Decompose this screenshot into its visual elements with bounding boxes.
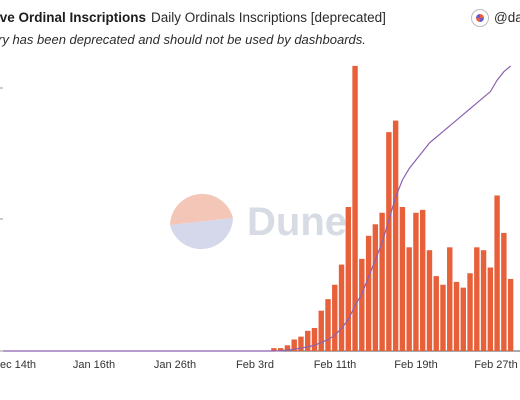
bar[interactable] bbox=[426, 250, 433, 351]
y-tick-marks bbox=[0, 87, 3, 352]
bar[interactable] bbox=[352, 65, 358, 351]
watermark-logo-orange bbox=[170, 193, 233, 225]
bar[interactable] bbox=[447, 247, 453, 351]
bar[interactable] bbox=[460, 287, 466, 351]
bar[interactable] bbox=[359, 258, 365, 351]
bar[interactable] bbox=[332, 284, 338, 351]
user-handle[interactable]: @da bbox=[494, 10, 520, 25]
bar[interactable] bbox=[487, 267, 494, 351]
chart-description: ry has been deprecated and should not be… bbox=[0, 32, 366, 47]
bar[interactable] bbox=[467, 273, 473, 351]
bar[interactable] bbox=[501, 232, 507, 351]
bar[interactable] bbox=[494, 195, 500, 351]
bar[interactable] bbox=[345, 207, 352, 351]
bar[interactable] bbox=[507, 279, 514, 351]
bar[interactable] bbox=[271, 348, 277, 351]
bar[interactable] bbox=[440, 284, 446, 351]
cumulative-line bbox=[3, 65, 512, 352]
bar-series bbox=[271, 65, 514, 351]
x-tick-label: Feb 3rd bbox=[236, 359, 274, 371]
x-tick-label: Feb 27th bbox=[474, 359, 517, 371]
bar[interactable] bbox=[386, 132, 392, 351]
x-tick-label: Jan 26th bbox=[154, 359, 196, 371]
x-tick-label: Feb 19th bbox=[394, 359, 437, 371]
bar[interactable] bbox=[399, 207, 406, 351]
query-title[interactable]: ive Ordinal Inscriptions bbox=[0, 10, 147, 25]
bar[interactable] bbox=[419, 209, 426, 351]
bar[interactable] bbox=[277, 348, 284, 351]
bar[interactable] bbox=[372, 224, 379, 351]
bar[interactable] bbox=[433, 276, 439, 351]
bar[interactable] bbox=[365, 235, 372, 351]
dune-watermark: Dune bbox=[170, 193, 347, 250]
bar[interactable] bbox=[305, 330, 311, 351]
chart-title: Daily Ordinals Inscriptions [deprecated] bbox=[151, 10, 386, 25]
bar[interactable] bbox=[284, 345, 291, 351]
bar[interactable] bbox=[338, 264, 345, 351]
x-tick-labels: ec 14th Jan 16th Jan 26th Feb 3rd Feb 11… bbox=[0, 359, 518, 371]
bar[interactable] bbox=[311, 327, 318, 351]
watermark-logo-blue bbox=[170, 218, 233, 250]
x-tick-label: Feb 11th bbox=[314, 359, 357, 371]
bar[interactable] bbox=[392, 120, 399, 351]
bar[interactable] bbox=[379, 212, 385, 351]
bar[interactable] bbox=[406, 247, 412, 351]
watermark-text: Dune bbox=[247, 200, 347, 244]
bar[interactable] bbox=[453, 281, 460, 351]
user-avatar[interactable] bbox=[471, 9, 489, 27]
bar[interactable] bbox=[413, 212, 419, 351]
chart-header: ive Ordinal Inscriptions Daily Ordinals … bbox=[0, 7, 520, 29]
bar[interactable] bbox=[480, 250, 487, 351]
bar[interactable] bbox=[291, 339, 297, 351]
x-tick-label: ec 14th bbox=[0, 359, 36, 371]
bar[interactable] bbox=[318, 310, 324, 351]
x-tick-label: Jan 16th bbox=[73, 359, 115, 371]
bar[interactable] bbox=[325, 299, 331, 351]
bar[interactable] bbox=[298, 336, 304, 351]
bar[interactable] bbox=[474, 247, 480, 351]
